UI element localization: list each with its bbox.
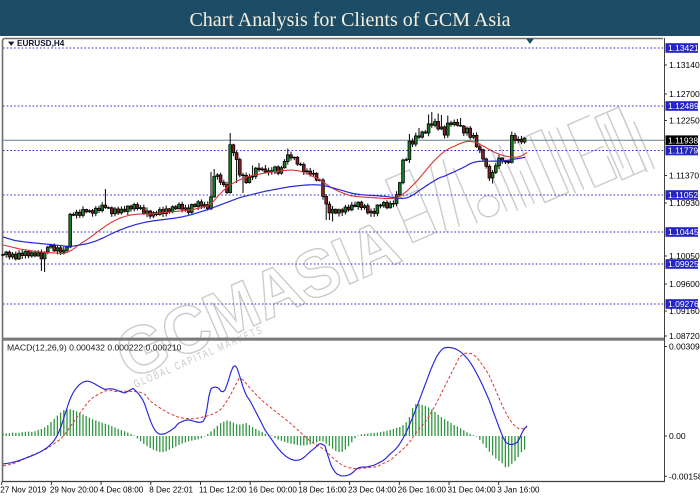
svg-text:1.10445: 1.10445 <box>668 227 699 237</box>
svg-text:1.13421: 1.13421 <box>668 43 699 53</box>
svg-text:1.11052: 1.11052 <box>668 190 698 200</box>
svg-text:1.09276: 1.09276 <box>668 299 699 309</box>
svg-text:8 Dec 22:01: 8 Dec 22:01 <box>149 486 193 495</box>
svg-text:18 Dec 16:00: 18 Dec 16:00 <box>298 486 347 495</box>
svg-text:11 Dec 12:00: 11 Dec 12:00 <box>199 486 247 495</box>
svg-text:1.09925: 1.09925 <box>668 259 699 269</box>
svg-text:1.11779: 1.11779 <box>668 146 698 156</box>
svg-text:1.10930: 1.10930 <box>669 198 700 208</box>
svg-text:3 Jan 16:00: 3 Jan 16:00 <box>497 486 540 495</box>
svg-text:0.003098: 0.003098 <box>669 342 700 352</box>
svg-text:EURUSD,H4: EURUSD,H4 <box>17 39 65 48</box>
svg-text:27 Nov 2019: 27 Nov 2019 <box>0 486 46 495</box>
svg-text:0.00: 0.00 <box>669 431 686 441</box>
svg-text:1.11938: 1.11938 <box>668 135 698 145</box>
svg-text:31 Dec 04:00: 31 Dec 04:00 <box>448 486 497 495</box>
svg-text:16 Dec 00:00: 16 Dec 00:00 <box>249 486 298 495</box>
svg-text:26 Dec 16:00: 26 Dec 16:00 <box>398 486 447 495</box>
svg-text:1.13140: 1.13140 <box>669 60 700 70</box>
svg-text:1.09160: 1.09160 <box>669 306 700 316</box>
svg-text:23 Dec 04:00: 23 Dec 04:00 <box>348 486 397 495</box>
svg-text:1.12489: 1.12489 <box>668 101 699 111</box>
svg-text:MACD(12,26,9) 0.000432 0.00022: MACD(12,26,9) 0.000432 0.000222 0.000210 <box>7 343 182 353</box>
svg-text:4 Dec 08:00: 4 Dec 08:00 <box>100 486 144 495</box>
svg-text:1.11370: 1.11370 <box>669 171 699 181</box>
svg-text:1.12250: 1.12250 <box>669 116 700 126</box>
svg-text:1.08720: 1.08720 <box>669 331 700 341</box>
svg-text:1.12700: 1.12700 <box>669 89 700 99</box>
svg-text:-0.001583: -0.001583 <box>669 471 700 481</box>
svg-text:Chart Analysis for Clients of: Chart Analysis for Clients of GCM Asia <box>189 9 510 31</box>
svg-text:1.09600: 1.09600 <box>669 279 700 289</box>
svg-text:1.10050: 1.10050 <box>669 251 700 261</box>
svg-text:29 Nov 20:00: 29 Nov 20:00 <box>50 486 99 495</box>
